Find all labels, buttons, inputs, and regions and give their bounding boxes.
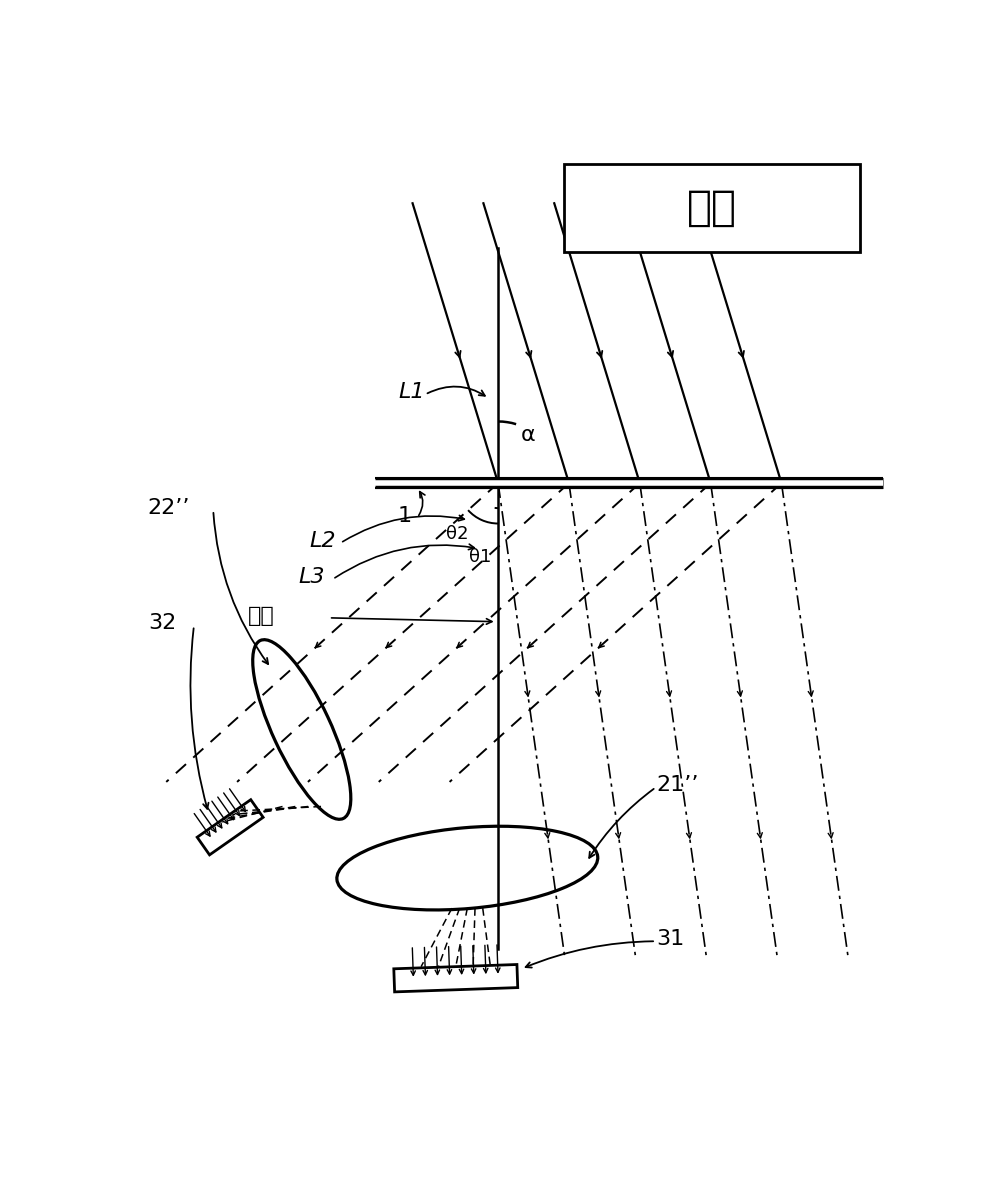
Text: 光源: 光源	[686, 187, 737, 228]
Text: 21’’: 21’’	[656, 775, 699, 795]
Text: α: α	[521, 425, 536, 445]
Text: L2: L2	[309, 531, 336, 551]
Text: L1: L1	[398, 383, 424, 402]
Text: L3: L3	[298, 567, 325, 587]
FancyBboxPatch shape	[563, 164, 860, 252]
Text: θ1: θ1	[469, 548, 491, 566]
Text: 法线: 法线	[248, 605, 274, 626]
Text: 31: 31	[656, 929, 684, 950]
Text: 22’’: 22’’	[148, 498, 191, 518]
Text: θ2: θ2	[446, 525, 469, 543]
Text: 1: 1	[398, 506, 412, 525]
Text: 32: 32	[148, 614, 176, 634]
